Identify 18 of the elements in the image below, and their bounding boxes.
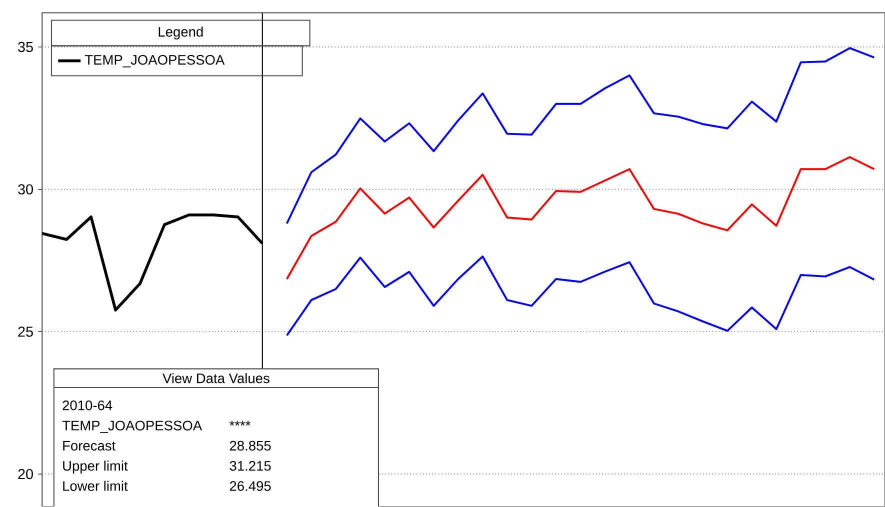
annotation: Upper limit — [63, 460, 128, 474]
annotation: **** — [229, 421, 250, 426]
legend-title: Legend — [158, 26, 203, 40]
y-tick-label: 30 — [18, 184, 33, 195]
annotation: Forecast — [63, 441, 116, 451]
annotation: 28.855 — [230, 441, 271, 451]
line-series — [286, 256, 876, 337]
annotation: Lower limit — [63, 481, 128, 492]
annotation: 26.495 — [230, 481, 271, 492]
annotation: TEMP_JOAOPESSOA — [62, 420, 202, 434]
y-tick-label: 20 — [18, 469, 33, 480]
y-tick-label: 25 — [18, 326, 33, 338]
line-series — [286, 47, 876, 225]
y-tick-label: 35 — [18, 42, 33, 52]
legend-label: TEMP_JOAOPESSOA — [84, 55, 225, 68]
annotation: 31.215 — [230, 461, 271, 471]
annotation: View Data Values — [162, 373, 270, 384]
annotation: 2010-64 — [62, 400, 112, 411]
